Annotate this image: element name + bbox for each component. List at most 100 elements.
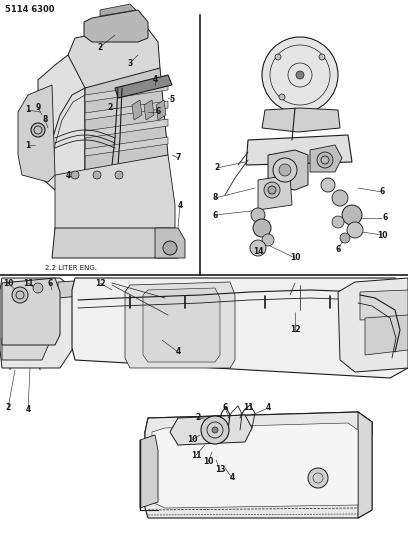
Polygon shape [152, 423, 358, 508]
Text: 3: 3 [127, 59, 133, 68]
Text: 6: 6 [335, 246, 341, 254]
Polygon shape [268, 150, 308, 190]
Polygon shape [156, 100, 166, 120]
Text: 13: 13 [215, 465, 225, 474]
Polygon shape [145, 412, 372, 440]
Text: 10: 10 [187, 435, 197, 445]
Circle shape [268, 186, 276, 194]
Text: 11: 11 [243, 402, 253, 411]
Polygon shape [0, 278, 75, 368]
Circle shape [279, 94, 285, 100]
Text: 6: 6 [379, 188, 385, 197]
Circle shape [251, 208, 265, 222]
Text: 10: 10 [203, 457, 213, 466]
Polygon shape [68, 25, 160, 88]
Polygon shape [365, 315, 408, 355]
Circle shape [115, 171, 123, 179]
Text: 1: 1 [25, 106, 31, 115]
Text: 14: 14 [253, 247, 263, 256]
Polygon shape [310, 145, 342, 172]
Polygon shape [132, 100, 142, 120]
Text: 4: 4 [229, 473, 235, 482]
Text: 11: 11 [191, 450, 201, 459]
Polygon shape [125, 282, 235, 368]
Polygon shape [85, 101, 168, 120]
Circle shape [317, 152, 333, 168]
Text: 8: 8 [42, 116, 48, 125]
Polygon shape [358, 412, 372, 518]
Circle shape [93, 171, 101, 179]
Text: 2: 2 [5, 403, 11, 413]
Polygon shape [140, 435, 158, 508]
Text: 10: 10 [377, 230, 387, 239]
Text: 2: 2 [107, 103, 113, 112]
Polygon shape [2, 320, 55, 360]
Text: 4: 4 [175, 348, 181, 357]
Polygon shape [100, 4, 136, 16]
Polygon shape [262, 108, 340, 132]
Circle shape [12, 287, 28, 303]
Text: 12: 12 [95, 279, 105, 287]
Polygon shape [258, 175, 292, 210]
Text: 4: 4 [265, 403, 271, 413]
Polygon shape [84, 10, 148, 42]
Text: 1: 1 [25, 141, 31, 149]
Circle shape [319, 54, 325, 60]
Circle shape [33, 283, 43, 293]
Circle shape [71, 171, 79, 179]
Text: 6: 6 [382, 214, 388, 222]
Text: 6: 6 [155, 108, 161, 117]
Circle shape [342, 205, 362, 225]
Circle shape [31, 123, 45, 137]
Polygon shape [338, 278, 408, 372]
Circle shape [279, 164, 291, 176]
Circle shape [321, 178, 335, 192]
Text: 6: 6 [213, 211, 217, 220]
Polygon shape [144, 100, 154, 120]
Polygon shape [115, 75, 172, 98]
Circle shape [212, 427, 218, 433]
Text: 2: 2 [195, 414, 201, 423]
Circle shape [163, 241, 177, 255]
Circle shape [332, 190, 348, 206]
Polygon shape [143, 288, 220, 362]
Text: 12: 12 [290, 326, 300, 335]
Circle shape [308, 468, 328, 488]
Text: 5: 5 [169, 95, 175, 104]
Polygon shape [246, 135, 352, 165]
Circle shape [201, 416, 229, 444]
Polygon shape [85, 119, 168, 138]
Circle shape [273, 158, 297, 182]
Text: 6: 6 [47, 279, 53, 287]
Text: 9: 9 [35, 102, 41, 111]
Circle shape [275, 54, 281, 60]
Polygon shape [52, 228, 178, 258]
Text: 2: 2 [98, 43, 103, 52]
Circle shape [262, 37, 338, 113]
Circle shape [332, 216, 344, 228]
Text: 10: 10 [3, 279, 13, 287]
Text: 6: 6 [222, 403, 228, 413]
Circle shape [250, 240, 266, 256]
Polygon shape [18, 85, 55, 182]
Circle shape [340, 233, 350, 243]
Circle shape [264, 182, 280, 198]
Polygon shape [38, 55, 85, 190]
Text: 8: 8 [212, 193, 218, 203]
Circle shape [253, 219, 271, 237]
Polygon shape [85, 68, 168, 175]
Polygon shape [58, 280, 92, 298]
Polygon shape [85, 83, 168, 102]
Polygon shape [72, 278, 408, 378]
Text: 10: 10 [290, 254, 300, 262]
Text: 4: 4 [177, 200, 183, 209]
Text: 2: 2 [214, 164, 220, 173]
Text: 11: 11 [23, 279, 33, 287]
Polygon shape [145, 432, 160, 508]
Polygon shape [145, 412, 372, 518]
Text: 4: 4 [152, 76, 157, 85]
Circle shape [347, 222, 363, 238]
Polygon shape [55, 155, 175, 230]
Text: 7: 7 [175, 154, 181, 163]
Text: 5114 6300: 5114 6300 [5, 5, 55, 14]
